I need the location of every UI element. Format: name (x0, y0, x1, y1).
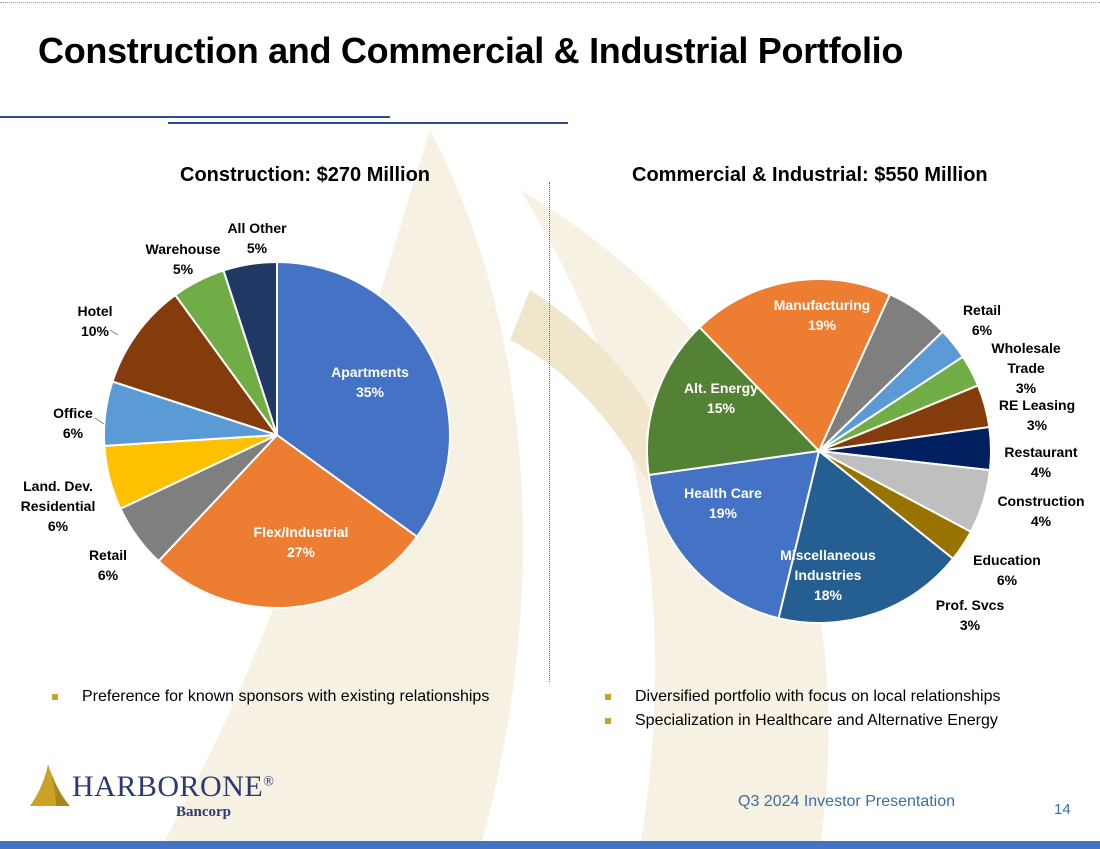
data-label-miscellaneous-industries: Miscellaneous Industries 18% (780, 547, 876, 603)
data-label-education: Education 6% (973, 552, 1041, 588)
pie-slice-alt-energy (646, 325, 822, 477)
pie-slice-hotel (111, 293, 280, 437)
bullet-item: Specialization in Healthcare and Alterna… (605, 712, 1001, 730)
slide-title: Construction and Commercial & Industrial… (38, 30, 904, 71)
pie-slice-health-care (647, 449, 821, 620)
data-label-restaurant: Restaurant 4% (1004, 444, 1077, 480)
data-label-flex-industrial: Flex/Industrial 27% (254, 524, 349, 560)
pie-chart-1: Manufacturing 19% Retail 6%Wholesale Trade 3%… (646, 278, 1085, 633)
bullet-square-icon (52, 694, 58, 700)
data-label-retail: Retail 6% (963, 302, 1001, 338)
pie-slice-miscellaneous-industries (777, 449, 955, 624)
leader-line (94, 417, 105, 425)
ci-chart-title: Commercial & Industrial: $550 Million (632, 164, 988, 186)
page-number: 14 (1054, 801, 1071, 818)
footer-text: Q3 2024 Investor Presentation (738, 793, 956, 810)
top-dotted-border (0, 2, 1100, 3)
pie-slice-all-other (222, 260, 278, 436)
construction-chart-title: Construction: $270 Million (180, 164, 431, 186)
bullet-item: Preference for known sponsors with exist… (52, 688, 489, 706)
bullet-text: Diversified portfolio with focus on loca… (635, 688, 1001, 705)
title-rule-upper (0, 116, 390, 118)
data-label-health-care: Health Care 19% (684, 485, 762, 521)
leader-line (109, 329, 119, 336)
bullet-item: Diversified portfolio with focus on loca… (605, 688, 1001, 706)
sail-logo-icon (30, 764, 70, 806)
pie-slice-manufacturing (698, 278, 892, 453)
data-label-construction: Construction 4% (997, 493, 1084, 529)
data-label-all-other: All Other 5% (227, 220, 287, 256)
data-label-manufacturing: Manufacturing 19% (774, 297, 870, 333)
bullet-square-icon (605, 694, 611, 700)
left-bullets: Preference for known sponsors with exist… (52, 688, 489, 712)
data-label-apartments: Apartments 35% (331, 364, 409, 400)
logo-wordmark: HARBORONE® (72, 770, 274, 804)
bullet-text: Preference for known sponsors with exist… (82, 688, 490, 705)
data-label-prof-svcs: Prof. Svcs 3% (936, 597, 1005, 633)
bullet-square-icon (605, 718, 611, 724)
logo-subtitle: Bancorp (176, 804, 232, 820)
pie-chart-0: Apartments 35% Flex/Industrial 27% Retail 6% L… (21, 220, 452, 610)
logo-name: HARBORONE (72, 770, 264, 803)
bullet-text: Specialization in Healthcare and Alterna… (635, 712, 998, 729)
data-label-warehouse: Warehouse 5% (146, 241, 221, 277)
data-label-re-leasing: RE Leasing 3% (999, 397, 1075, 433)
right-bullets: Diversified portfolio with focus on loca… (605, 688, 1001, 736)
data-label-wholesale-trade: Wholesale Trade 3% (991, 340, 1060, 396)
title-rule-lower (168, 122, 568, 124)
pie-slice-flex-industrial (157, 433, 419, 610)
registered-mark: ® (263, 774, 275, 790)
bottom-accent-bar (0, 841, 1100, 849)
data-label-office: Office 6% (53, 405, 93, 441)
data-label-hotel: Hotel 10% (78, 303, 113, 339)
data-label-retail: Retail 6% (89, 547, 127, 583)
pie-slice-apartments (276, 260, 452, 539)
chart-divider (549, 182, 550, 682)
harborone-logo: HARBORONE® Bancorp (26, 760, 296, 832)
data-label-land-dev-residential: Land. Dev. Residential 6% (21, 478, 96, 534)
data-label-alt-energy: Alt. Energy 15% (684, 380, 758, 416)
